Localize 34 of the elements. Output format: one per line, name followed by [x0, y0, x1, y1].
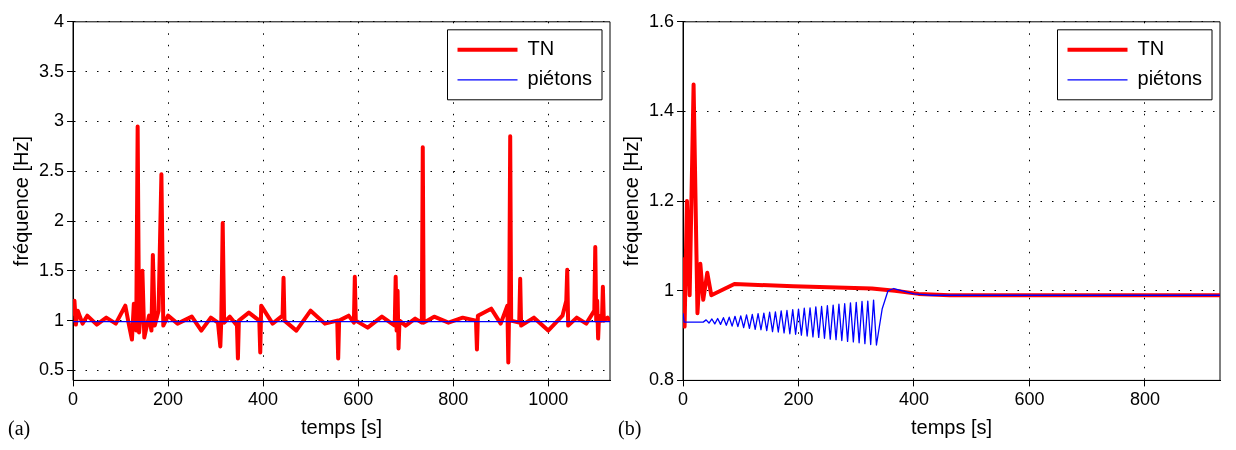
legend-label: TN: [1137, 37, 1165, 60]
x-tick-label: 800: [1129, 389, 1160, 410]
y-tick-label: 1.4: [648, 100, 675, 121]
y-axis-title: fréquence [Hz]: [9, 136, 32, 267]
x-tick-label: 200: [783, 389, 814, 410]
text: (a): [8, 417, 31, 440]
y-tick-label: 1: [54, 309, 65, 330]
y-tick-label: 4: [54, 10, 65, 31]
x-tick-label: 1000: [528, 389, 569, 410]
y-tick-label: 1.5: [38, 259, 65, 280]
x-tick-label: 400: [898, 389, 929, 410]
x-tick-label: 0: [68, 389, 79, 410]
legend-label: piétons: [1137, 67, 1203, 90]
x-tick-label: 600: [343, 389, 374, 410]
x-tick-label: 400: [248, 389, 279, 410]
x-tick-label: 800: [438, 389, 469, 410]
y-tick-label: 1.2: [648, 190, 675, 211]
y-tick-label: 0.8: [648, 369, 675, 390]
x-tick-label: 0: [678, 389, 689, 410]
x-tick-label: 600: [1014, 389, 1045, 410]
y-tick-label: 2.5: [38, 160, 65, 181]
y-axis-title: fréquence [Hz]: [619, 136, 642, 267]
y-tick-label: 2: [54, 209, 65, 230]
y-tick-label: 1.6: [648, 10, 675, 31]
y-tick-label: 1: [664, 279, 675, 300]
y-tick-label: 3.5: [38, 60, 65, 81]
x-axis-title: temps [s]: [300, 415, 383, 438]
x-tick-label: 200: [153, 389, 184, 410]
legend-label: piétons: [527, 67, 593, 90]
y-tick-label: 0.5: [38, 359, 65, 380]
legend-label: TN: [527, 37, 555, 60]
text: (b): [618, 417, 642, 440]
x-axis-title: temps [s]: [910, 415, 993, 438]
y-tick-label: 3: [54, 110, 65, 131]
